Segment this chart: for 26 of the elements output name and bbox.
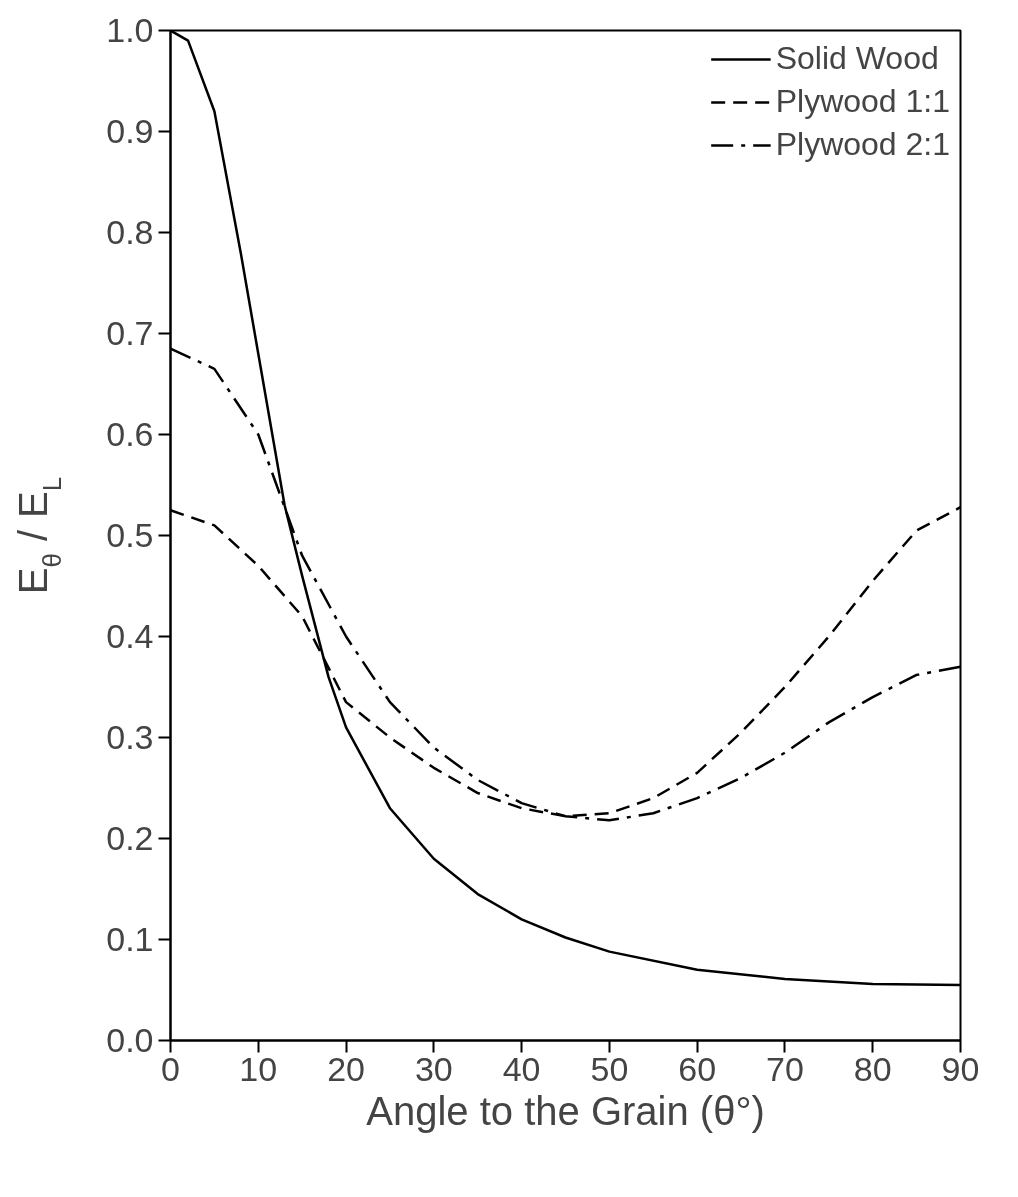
y-tick-label: 0.3 [106, 718, 154, 756]
y-axis-title: Eθ / EL [10, 476, 67, 595]
y-tick-label: 0.1 [106, 920, 154, 958]
legend-label: Solid Wood [775, 40, 939, 77]
y-tick-label: 0.2 [106, 819, 154, 857]
y-tick-label: 0.7 [106, 314, 154, 352]
y-tick-label: 0.6 [106, 415, 154, 453]
y-tick-label: 0.9 [106, 112, 154, 150]
x-tick-label: 80 [853, 1049, 892, 1088]
x-tick-label: 70 [766, 1049, 804, 1088]
x-tick-label: 0 [161, 1049, 180, 1088]
x-tick-label: 60 [678, 1049, 717, 1088]
x-tick-label: 30 [414, 1049, 453, 1088]
x-tick-label: 90 [941, 1049, 980, 1088]
x-tick-label: 50 [590, 1049, 629, 1088]
y-tick-label: 0.8 [106, 213, 154, 251]
y-tick-label: 0.0 [106, 1021, 154, 1059]
y-tick-label: 0.4 [106, 617, 154, 655]
x-tick-label: 10 [239, 1049, 278, 1088]
y-tick-label: 1.0 [106, 11, 154, 49]
y-tick-label: 0.5 [106, 516, 154, 554]
legend-label: Plywood 2:1 [775, 126, 950, 163]
x-tick-label: 20 [327, 1049, 365, 1088]
legend-label: Plywood 1:1 [775, 83, 950, 120]
x-axis-title: Angle to the Grain (θ°) [366, 1088, 765, 1133]
x-tick-label: 40 [502, 1049, 541, 1088]
